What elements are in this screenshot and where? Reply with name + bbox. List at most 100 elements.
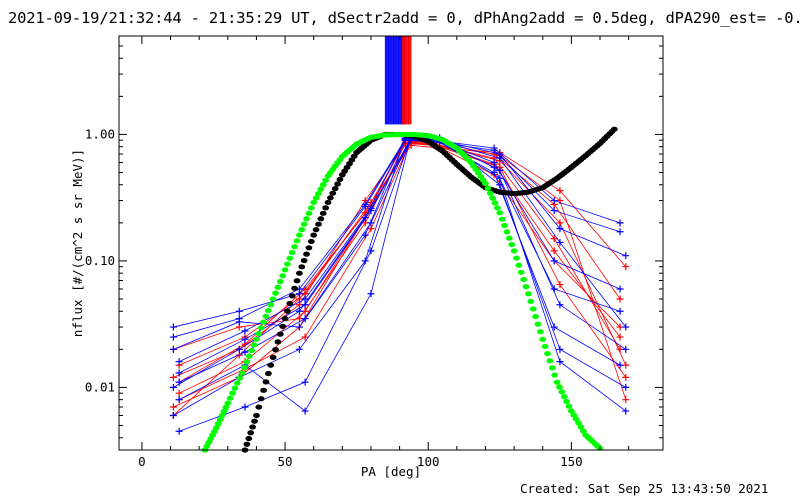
- data-point-marker: [622, 396, 630, 404]
- green-fit-point: [229, 390, 236, 396]
- green-fit-point: [579, 428, 587, 434]
- green-fit-point: [546, 358, 554, 364]
- data-point-marker: [295, 307, 303, 315]
- plot-area: [169, 36, 630, 453]
- green-fit-point: [267, 302, 275, 308]
- green-fit-point: [222, 404, 230, 410]
- black-fit-point: [281, 315, 289, 322]
- green-fit-point: [551, 372, 559, 378]
- data-point-marker: [622, 323, 630, 331]
- green-fit-point: [510, 248, 518, 254]
- black-fit-point: [269, 354, 277, 360]
- green-fit-point: [513, 255, 520, 261]
- green-fit-point: [220, 408, 228, 414]
- pad-series-line: [178, 139, 626, 362]
- green-fit-point: [245, 353, 253, 359]
- x-axis-label: PA [deg]: [361, 464, 421, 479]
- green-fit-point: [264, 307, 272, 314]
- green-fit-point: [218, 412, 226, 419]
- data-point-marker: [361, 214, 369, 222]
- data-point-marker: [295, 323, 303, 331]
- axes: 0 50 100 150 0.01 0.10 1.00: [85, 35, 663, 469]
- green-fit-point: [291, 244, 299, 250]
- green-fit-point: [522, 284, 530, 290]
- green-fit-point: [491, 200, 499, 206]
- green-fit-point: [216, 416, 224, 423]
- data-point-marker: [550, 235, 558, 243]
- green-fit-point: [525, 291, 532, 297]
- data-point-marker: [496, 181, 504, 189]
- data-point-marker: [556, 238, 564, 246]
- green-fit-point: [250, 342, 258, 348]
- data-point-marker: [169, 373, 177, 381]
- green-fit-point: [281, 267, 289, 273]
- data-point-marker: [616, 361, 624, 369]
- green-fit-point: [486, 190, 494, 196]
- black-fit-point: [329, 190, 337, 196]
- green-fit-point: [558, 389, 566, 395]
- green-fit-point: [484, 185, 492, 191]
- green-fit-point: [567, 408, 575, 414]
- green-fit-point: [563, 398, 571, 405]
- green-fit-point: [284, 261, 291, 267]
- black-fit-point: [260, 387, 267, 393]
- green-fit-point: [286, 255, 294, 261]
- data-point-marker: [556, 281, 564, 289]
- green-fit-point: [575, 420, 582, 426]
- black-fit-point: [264, 370, 272, 377]
- green-fit-point: [310, 199, 318, 206]
- green-fit-point: [312, 195, 320, 201]
- green-fit-point: [293, 238, 301, 244]
- data-point-marker: [361, 202, 369, 210]
- green-fit-point: [269, 296, 277, 302]
- green-fit-point: [243, 359, 251, 365]
- data-point-marker: [496, 166, 504, 174]
- data-point-marker: [622, 373, 630, 381]
- data-point-marker: [556, 345, 564, 353]
- data-point-marker: [550, 247, 558, 255]
- data-point-marker: [622, 407, 630, 415]
- data-point-marker: [175, 378, 183, 386]
- green-fit-point: [307, 205, 315, 211]
- green-fit-point: [489, 195, 497, 201]
- black-fit-point: [284, 308, 291, 314]
- green-fit-point: [233, 380, 241, 386]
- black-fit-point: [322, 205, 330, 211]
- y-axis-label: nflux [#/(cm^2 s sr MeV)]: [70, 149, 85, 337]
- data-point-marker: [550, 197, 558, 205]
- black-fit-point: [295, 270, 303, 276]
- green-fit-point: [503, 229, 511, 235]
- green-fit-point: [279, 273, 287, 279]
- data-point-marker: [301, 378, 309, 386]
- green-fit-point: [548, 365, 556, 371]
- black-fit-point: [307, 238, 315, 245]
- green-fit-point: [274, 284, 282, 290]
- green-fit-point: [298, 227, 306, 233]
- green-fit-point: [322, 177, 330, 183]
- data-point-marker: [175, 396, 183, 404]
- green-fit-point: [565, 403, 573, 409]
- black-fit-point: [298, 264, 306, 270]
- black-fit-point: [336, 176, 344, 182]
- black-fit-point: [249, 424, 257, 430]
- green-fit-point: [319, 182, 327, 188]
- data-point-marker: [235, 345, 243, 353]
- data-point-marker: [241, 348, 249, 356]
- black-fit-point: [293, 278, 301, 284]
- green-fit-point: [303, 216, 310, 222]
- data-point-marker: [169, 383, 177, 391]
- green-fit-point: [515, 262, 523, 268]
- green-fit-point: [536, 329, 544, 335]
- data-point-marker: [169, 333, 177, 341]
- green-fit-point: [236, 375, 244, 381]
- data-point-marker: [235, 318, 243, 326]
- data-point-marker: [616, 307, 624, 315]
- data-point-marker: [241, 403, 249, 411]
- green-fit-point: [241, 364, 248, 370]
- green-fit-point: [262, 313, 270, 319]
- green-fit-point: [224, 400, 232, 406]
- green-fit-point: [315, 190, 322, 197]
- green-fit-point: [556, 384, 563, 390]
- black-fit-point: [276, 331, 284, 337]
- black-fit-point: [334, 181, 341, 187]
